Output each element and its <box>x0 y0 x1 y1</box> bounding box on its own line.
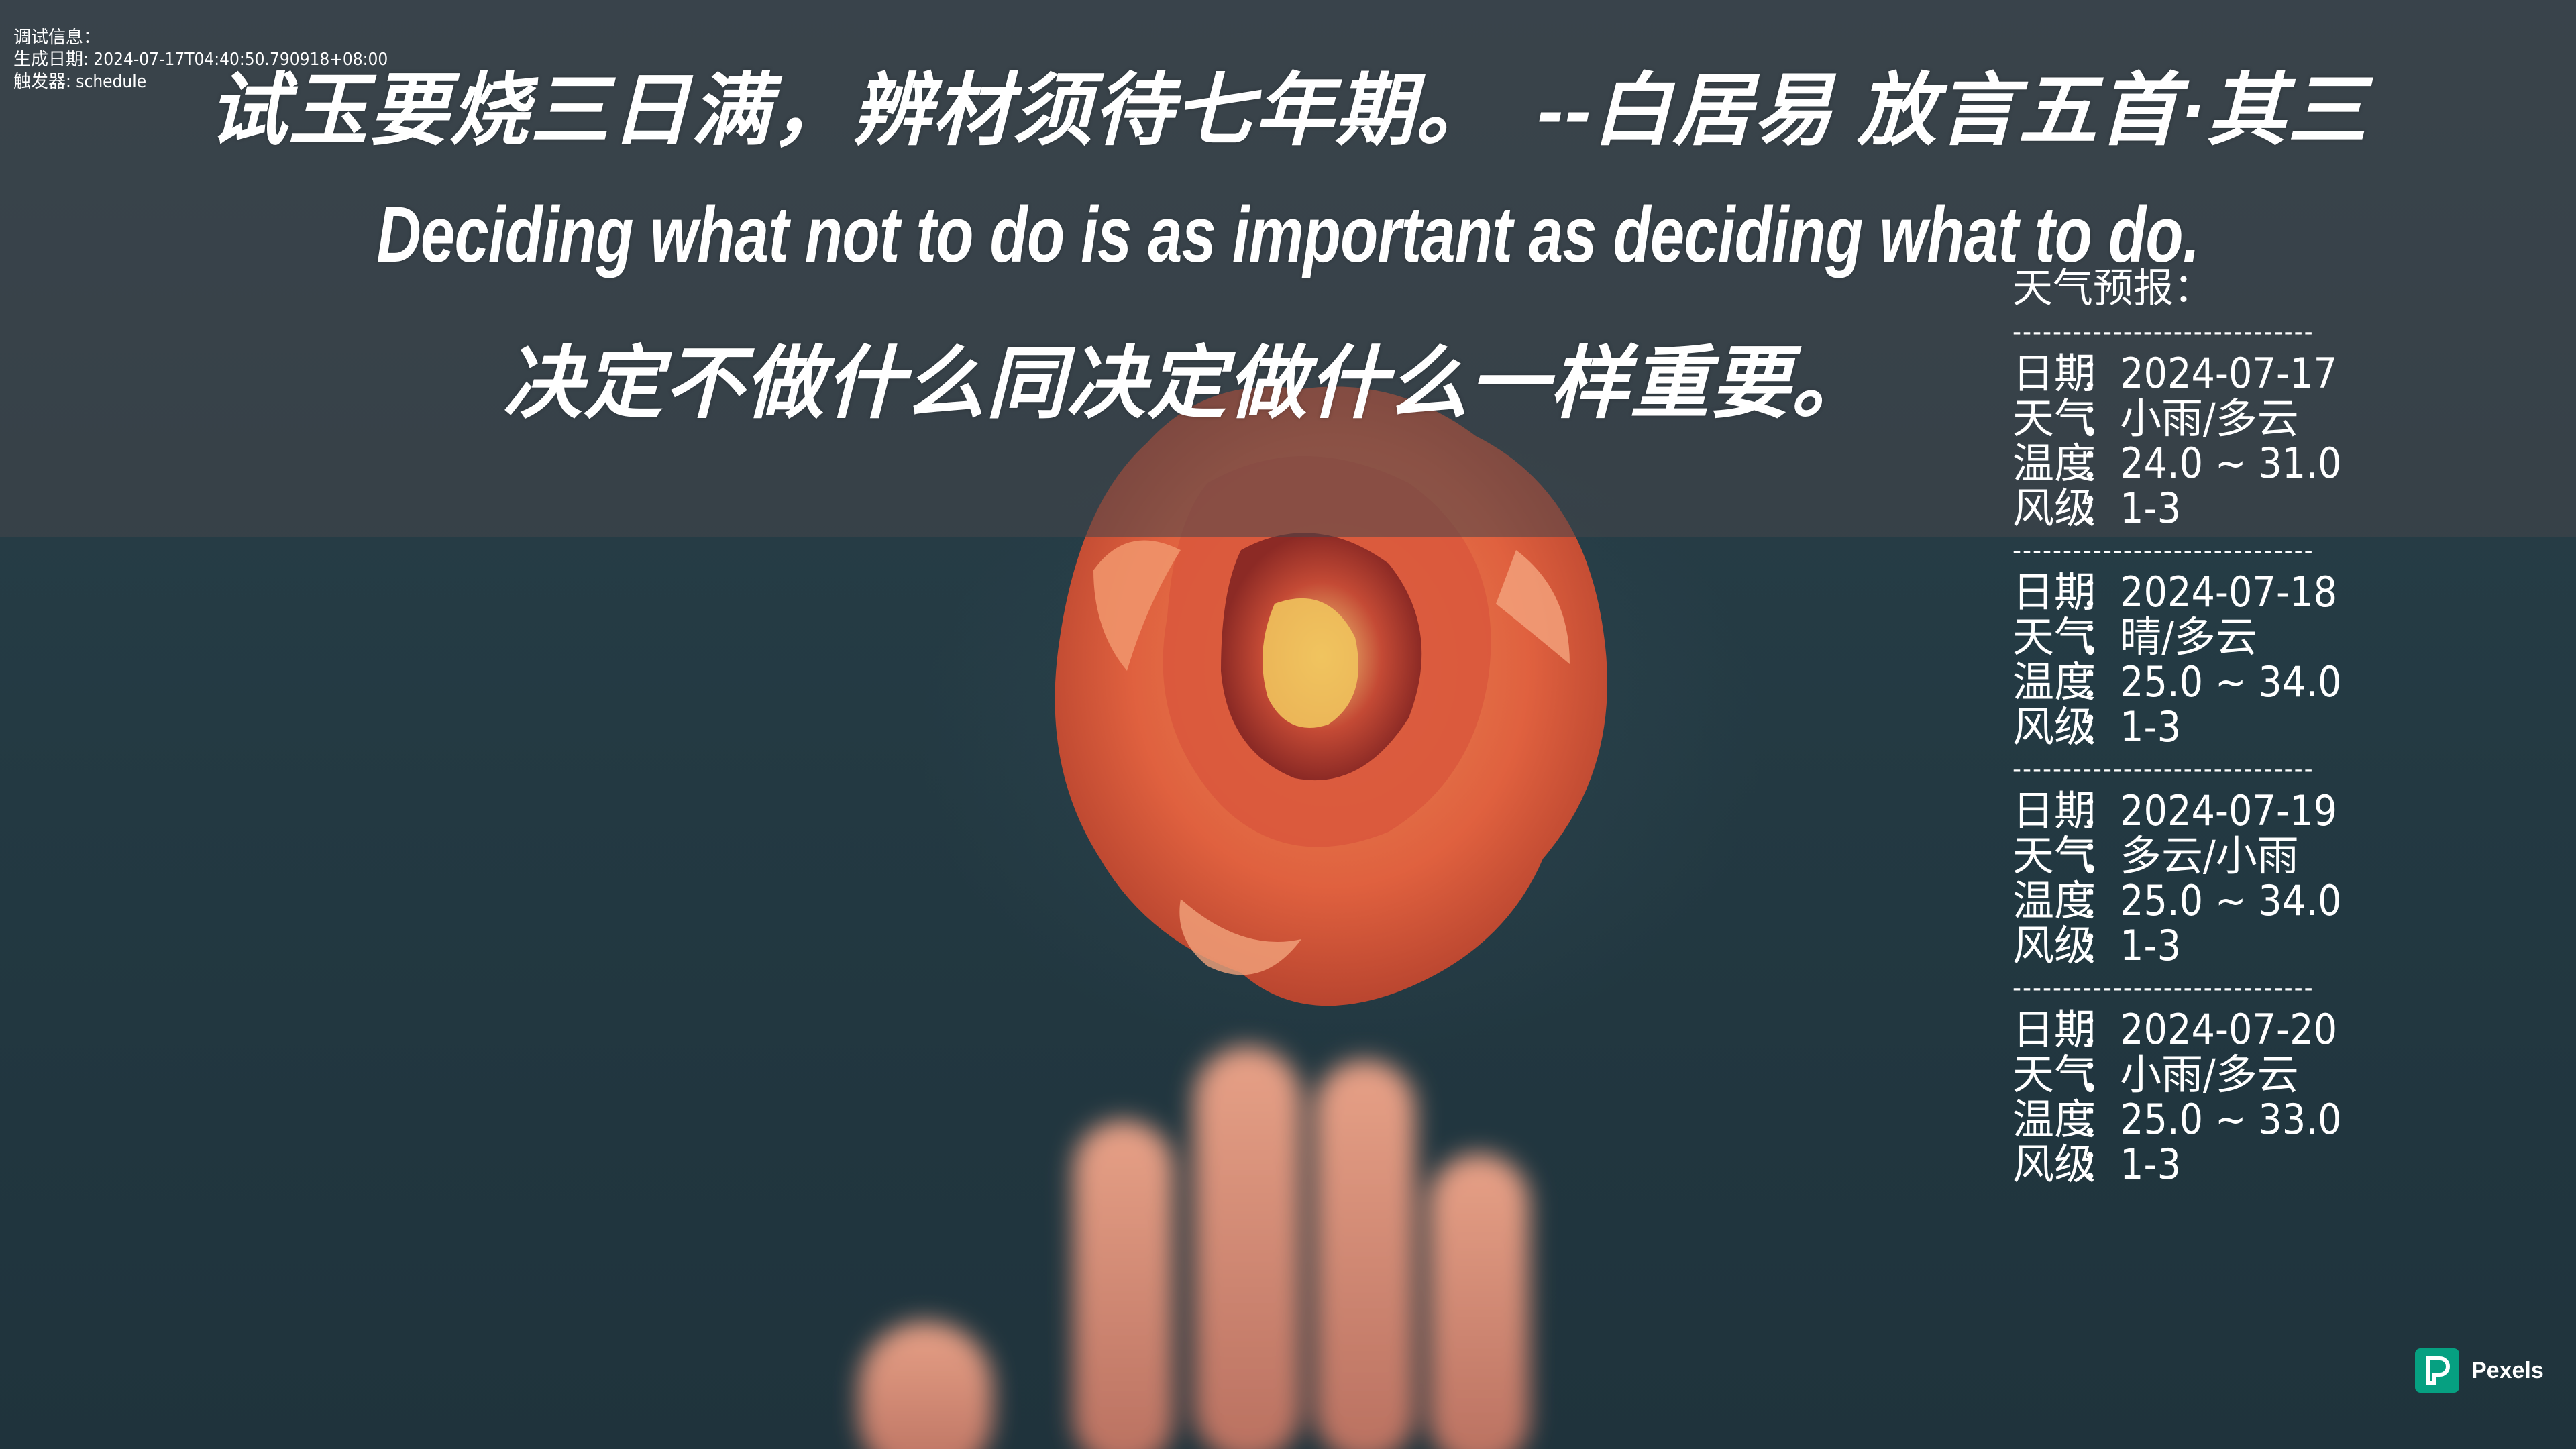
weather-separator: ------------------------------ <box>2012 535 2314 566</box>
quote-chinese-poem: 试玉要烧三日满，辨材须待七年期。 --白居易 放言五首·其三 <box>208 66 2368 155</box>
top-overlay-band <box>0 0 2576 537</box>
temp-label: 温度 <box>2012 876 2096 925</box>
temp-value: 25.0 ~ 34.0 <box>2120 657 2342 706</box>
quote-chinese-translation: 决定不做什么同决定做什么一样重要。 <box>502 339 1872 428</box>
wind-value: 1-3 <box>2120 702 2182 751</box>
hand-image <box>859 1046 1529 1449</box>
weather-label: 天气 <box>2012 612 2096 661</box>
date-label: 日期 <box>2012 786 2096 835</box>
temp-value: 25.0 ~ 34.0 <box>2120 876 2342 925</box>
date-label: 日期 <box>2012 568 2096 616</box>
date-value: 2024-07-18 <box>2120 568 2338 616</box>
date-value: 2024-07-20 <box>2120 1005 2338 1054</box>
weather-separator: ------------------------------ <box>2012 973 2314 1004</box>
pexels-logo-icon <box>2415 1348 2459 1393</box>
wind-label: 风级 <box>2012 1140 2096 1189</box>
debug-generated-date: 生成日期: 2024-07-17T04:40:50.790918+08:00 <box>13 50 388 70</box>
weather-separator: ------------------------------ <box>2012 754 2314 785</box>
weather-label: 天气 <box>2012 1050 2096 1099</box>
wind-value: 1-3 <box>2120 921 2182 970</box>
quote-english: Deciding what not to do is as important … <box>376 191 2200 279</box>
weather-day: 日期：2024-07-19 天气：多云/小雨 温度：25.0 ~ 34.0 风级… <box>2012 786 2342 970</box>
weather-label: 天气 <box>2012 394 2096 443</box>
wind-label: 风级 <box>2012 702 2096 751</box>
date-value: 2024-07-19 <box>2120 786 2338 835</box>
wind-label: 风级 <box>2012 484 2096 533</box>
wind-value: 1-3 <box>2120 1140 2182 1189</box>
weather-value: 晴/多云 <box>2120 612 2257 661</box>
weather-day: 日期：2024-07-17 天气：小雨/多云 温度：24.0 ~ 31.0 风级… <box>2012 349 2342 533</box>
temp-label: 温度 <box>2012 657 2096 706</box>
weather-separator: ------------------------------ <box>2012 317 2314 347</box>
debug-title: 调试信息： <box>13 28 101 48</box>
weather-value: 多云/小雨 <box>2120 831 2299 880</box>
date-label: 日期 <box>2012 1005 2096 1054</box>
weather-day: 日期：2024-07-18 天气：晴/多云 温度：25.0 ~ 34.0 风级：… <box>2012 568 2342 751</box>
debug-info: 调试信息： 生成日期: 2024-07-17T04:40:50.790918+0… <box>13 27 388 93</box>
weather-label: 天气 <box>2012 831 2096 880</box>
wind-value: 1-3 <box>2120 484 2182 533</box>
date-value: 2024-07-17 <box>2120 349 2338 398</box>
rose-image <box>1055 386 1607 1006</box>
temp-label: 温度 <box>2012 439 2096 488</box>
debug-trigger: 触发器: schedule <box>13 72 147 92</box>
temp-label: 温度 <box>2012 1095 2096 1144</box>
weather-title: 天气预报： <box>2012 265 2214 312</box>
date-label: 日期 <box>2012 349 2096 398</box>
temp-value: 25.0 ~ 33.0 <box>2120 1095 2342 1144</box>
weather-forecast: 天气预报： ------------------------------ 日期：… <box>2012 265 2341 1187</box>
weather-value: 小雨/多云 <box>2120 394 2299 443</box>
weather-day: 日期：2024-07-20 天气：小雨/多云 温度：25.0 ~ 33.0 风级… <box>2012 1005 2342 1189</box>
pexels-label: Pexels <box>2471 1357 2544 1383</box>
temp-value: 24.0 ~ 31.0 <box>2120 439 2342 488</box>
weather-value: 小雨/多云 <box>2120 1050 2299 1099</box>
pexels-badge[interactable]: Pexels <box>2415 1348 2544 1393</box>
wind-label: 风级 <box>2012 921 2096 970</box>
